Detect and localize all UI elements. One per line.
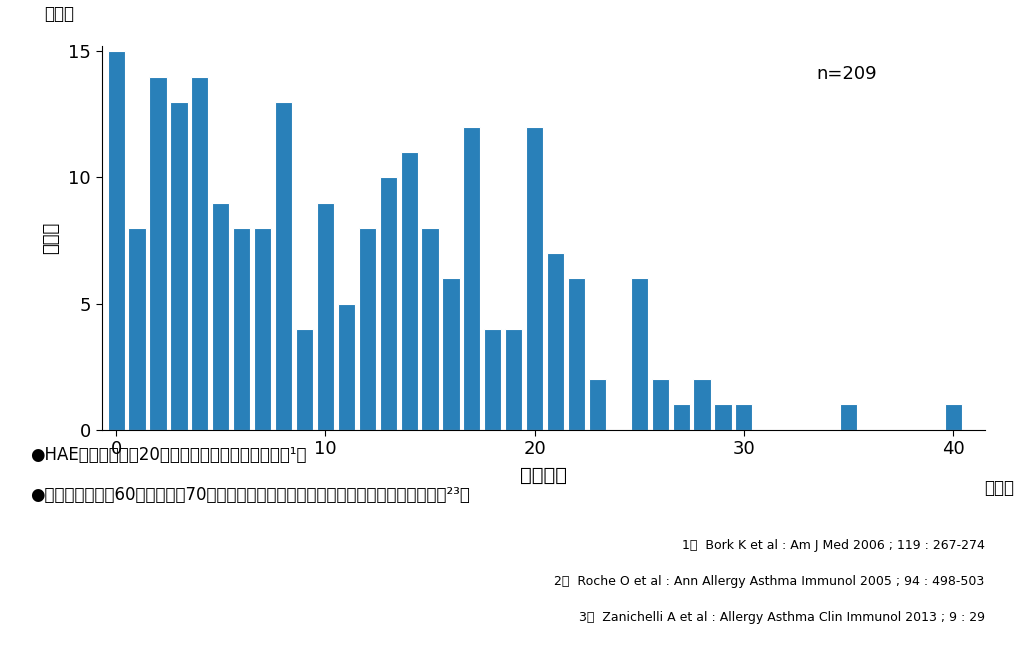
- Bar: [945, 405, 962, 430]
- Bar: [630, 278, 648, 430]
- Bar: [212, 203, 229, 430]
- Text: ●しかし、一部に60歳代または70歳代で初めて症状を経験する患者も存在する（欧州）²³。: ●しかし、一部に60歳代または70歳代で初めて症状を経験する患者も存在する（欧州…: [30, 486, 470, 504]
- Bar: [233, 228, 251, 430]
- Bar: [380, 177, 397, 430]
- X-axis label: 発痁年齢: 発痁年齢: [520, 467, 566, 485]
- Text: 1）  Bork K et al : Am J Med 2006 ; 119 : 267-274: 1） Bork K et al : Am J Med 2006 ; 119 : …: [682, 539, 985, 552]
- Bar: [505, 329, 523, 430]
- Bar: [358, 228, 376, 430]
- Bar: [589, 379, 606, 430]
- Bar: [735, 405, 752, 430]
- Bar: [568, 278, 585, 430]
- Bar: [443, 278, 460, 430]
- Bar: [338, 303, 355, 430]
- Bar: [484, 329, 501, 430]
- Bar: [547, 253, 564, 430]
- Bar: [673, 405, 690, 430]
- Bar: [693, 379, 710, 430]
- Bar: [401, 152, 418, 430]
- Y-axis label: 患者数: 患者数: [42, 222, 60, 254]
- Bar: [652, 379, 669, 430]
- Bar: [191, 77, 208, 430]
- Text: 2）  Roche O et al : Ann Allergy Asthma Immunol 2005 ; 94 : 498-503: 2） Roche O et al : Ann Allergy Asthma Im…: [554, 575, 985, 588]
- Text: （人）: （人）: [44, 5, 74, 23]
- Text: ●HAE患者の多くは20歳までに発痁する（ドイツ）¹。: ●HAE患者の多くは20歳までに発痁する（ドイツ）¹。: [30, 446, 307, 464]
- Bar: [526, 127, 543, 430]
- Bar: [317, 203, 334, 430]
- Bar: [715, 405, 732, 430]
- Bar: [149, 77, 166, 430]
- Bar: [171, 102, 188, 430]
- Bar: [463, 127, 480, 430]
- Bar: [421, 228, 438, 430]
- Bar: [275, 102, 292, 430]
- Bar: [129, 228, 146, 430]
- Text: n=209: n=209: [817, 65, 877, 83]
- Bar: [108, 52, 125, 430]
- Bar: [254, 228, 271, 430]
- Text: 3）  Zanichelli A et al : Allergy Asthma Clin Immunol 2013 ; 9 : 29: 3） Zanichelli A et al : Allergy Asthma C…: [579, 611, 985, 625]
- Text: （歳）: （歳）: [985, 479, 1015, 498]
- Bar: [296, 329, 313, 430]
- Bar: [840, 405, 857, 430]
